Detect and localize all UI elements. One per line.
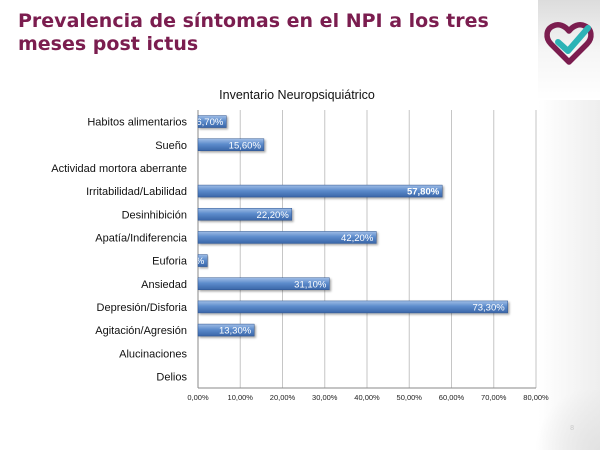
category-label: Apatía/Indiferencia (95, 232, 188, 244)
gridlines (197, 110, 537, 389)
category-label: Sueño (155, 140, 187, 152)
x-tick-label: 30,00% (312, 393, 338, 402)
bars: 6,70% 15,60% 57,80% 22,20% 42,20% 2,20% 31,10%… (177, 115, 508, 337)
category-label: Alucinaciones (119, 348, 187, 360)
x-tick-label: 70,00% (481, 393, 507, 402)
data-label: 2,20% (177, 256, 204, 267)
x-tick-label: 10,00% (228, 393, 254, 402)
bar (197, 138, 265, 151)
data-label: 57,80% (407, 187, 440, 198)
bar (197, 208, 293, 221)
bar (197, 231, 377, 244)
category-labels: Habitos alimentarios Sueño Actividad morto… (51, 117, 188, 384)
bar (197, 300, 508, 314)
category-label: Desinhibición (122, 209, 187, 221)
category-label: Agitación/Agresión (95, 325, 187, 337)
x-tick-label: 80,00% (523, 393, 549, 402)
data-label: 73,30% (472, 302, 505, 313)
x-tick-label: 50,00% (397, 393, 423, 402)
data-label: 6,70% (196, 117, 223, 128)
data-label: 15,60% (229, 140, 262, 151)
x-tick-label: 0,00% (187, 393, 209, 402)
bar (197, 184, 443, 198)
category-label: Euforia (152, 256, 188, 268)
data-label: 42,20% (341, 233, 374, 244)
x-tick-label: 60,00% (439, 393, 465, 402)
chart-title: Inventario Neuropsiquiátrico (219, 88, 375, 102)
slide-title: Prevalencia de síntomas en el NPI a los … (18, 10, 489, 55)
x-tick-label: 20,00% (270, 393, 296, 402)
x-tick-label: 40,00% (354, 393, 380, 402)
bar (197, 277, 330, 290)
corner-shade (530, 390, 600, 450)
data-label: 22,20% (257, 210, 290, 221)
data-label: 31,10% (294, 279, 327, 290)
bar (197, 254, 208, 267)
bar (197, 323, 255, 337)
slide-number: 8 (570, 425, 574, 432)
bar (197, 115, 227, 128)
logo-panel (538, 0, 600, 100)
category-label: Depresión/Disforia (97, 302, 188, 314)
data-label: 13,30% (219, 326, 252, 337)
category-label: Ansiedad (141, 279, 187, 291)
category-label: Irritabilidad/Labilidad (86, 186, 187, 198)
category-label: Delios (156, 371, 187, 383)
x-tick-labels: 0,00% 10,00% 20,00% 30,00% 40,00% 50,00% 60,00… (187, 393, 549, 402)
category-label: Actividad mortora aberrante (51, 163, 187, 175)
category-label: Habitos alimentarios (87, 117, 187, 129)
heart-check-icon (538, 0, 600, 100)
